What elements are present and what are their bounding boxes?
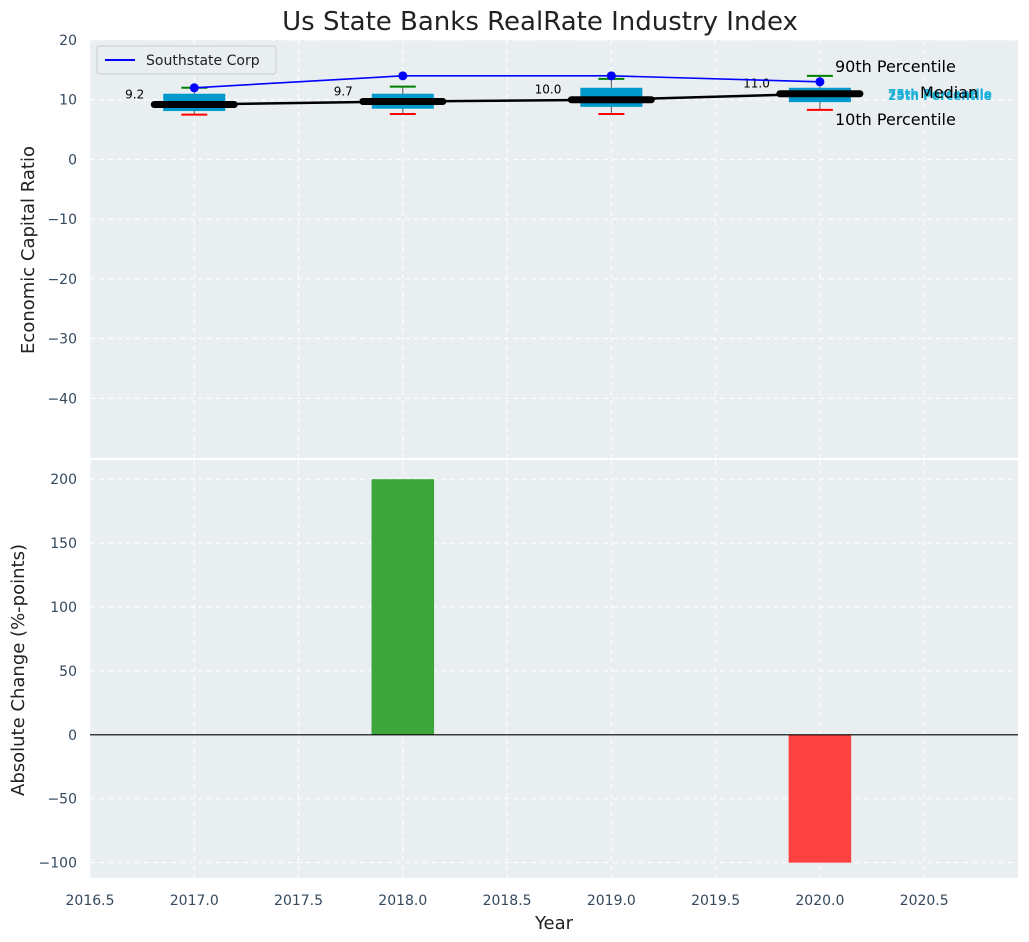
top-plot-background <box>90 40 1018 458</box>
x-tick-label: 2018.0 <box>378 893 427 909</box>
x-tick-label: 2019.0 <box>587 893 636 909</box>
x-tick-label: 2020.5 <box>900 893 949 909</box>
bottom-plot-background <box>90 460 1018 878</box>
series-line-southstate <box>194 75 820 89</box>
series-point-southstate <box>398 71 408 81</box>
top-y-tick-label: −30 <box>47 332 77 348</box>
annotation-p90: 90th Percentile <box>835 57 956 76</box>
median-value-label: 11.0 <box>743 77 770 91</box>
legend-box <box>96 45 277 75</box>
legend-label-southstate: Southstate Corp <box>146 53 260 69</box>
change-bar <box>371 479 435 735</box>
bottom-y-tick-label: 150 <box>50 536 77 552</box>
top-marks: 9.2 9.7 10.0 11.0 <box>125 71 864 116</box>
x-tick-label: 2017.5 <box>274 893 323 909</box>
median-line <box>194 92 820 106</box>
annotation-p25: 25th Percentile <box>888 89 992 103</box>
annotation-median: Median <box>920 83 978 102</box>
bottom-y-tick-label: 200 <box>50 472 77 488</box>
percentile-annotations: 90th Percentile 75th Percentile 25th Per… <box>835 57 992 129</box>
top-y-tick-label: 20 <box>59 33 77 49</box>
bottom-y-tick-label: −100 <box>39 856 77 872</box>
x-tick-label: 2020.0 <box>795 893 844 909</box>
bottom-y-tick-label: 0 <box>68 728 77 744</box>
bottom-y-ticks: 200 150 100 50 0 −50 −100 <box>39 472 77 871</box>
median-value-label: 9.2 <box>125 87 144 101</box>
bottom-y-axis-label: Absolute Change (%-points) <box>8 544 29 796</box>
top-y-tick-label: 10 <box>59 93 77 109</box>
x-tick-label: 2018.5 <box>483 893 532 909</box>
x-tick-label: 2019.5 <box>691 893 740 909</box>
change-bar <box>788 734 852 863</box>
x-tick-label: 2016.5 <box>66 893 115 909</box>
x-axis-label: Year <box>534 913 574 934</box>
bottom-marks <box>90 479 1018 863</box>
median-value-label: 9.7 <box>334 85 353 99</box>
top-y-tick-label: 0 <box>68 152 77 168</box>
x-tick-label: 2017.0 <box>170 893 219 909</box>
median-value-label: 10.0 <box>535 83 562 97</box>
legend: Southstate Corp <box>96 45 277 75</box>
top-y-axis-label: Economic Capital Ratio <box>18 146 39 354</box>
bottom-y-tick-label: 50 <box>59 664 77 680</box>
annotation-p75: 75th Percentile <box>888 87 992 101</box>
series-point-southstate <box>189 83 199 93</box>
top-y-tick-label: −10 <box>47 212 77 228</box>
top-panel: 20 10 0 −10 −20 −30 −40 Economic Capital Ratio… <box>18 33 1018 458</box>
bottom-y-tick-label: 100 <box>50 600 77 616</box>
series-point-southstate <box>606 71 616 81</box>
series-point-southstate <box>815 77 825 87</box>
bottom-y-tick-label: −50 <box>47 792 77 808</box>
top-y-tick-label: −20 <box>47 272 77 288</box>
top-y-ticks: 20 10 0 −10 −20 −30 −40 <box>47 33 77 407</box>
bottom-x-ticks: 2016.5 2017.0 2017.5 2018.0 2018.5 2019.0 2019… <box>66 893 949 909</box>
chart-title: Us State Banks RealRate Industry Index <box>282 7 798 37</box>
annotation-p10: 10th Percentile <box>835 110 956 129</box>
top-y-tick-label: −40 <box>47 391 77 407</box>
